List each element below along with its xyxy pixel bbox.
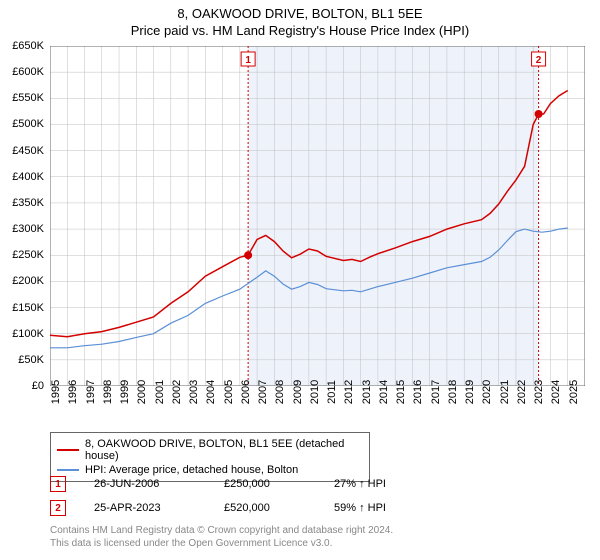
x-tick-label: 2004 (205, 380, 217, 404)
x-tick-label: 1995 (50, 380, 62, 404)
y-tick-label: £600K (12, 66, 44, 78)
sale-marker-badge: 1 (50, 476, 66, 492)
sale-date: 25-APR-2023 (94, 502, 224, 514)
x-tick-label: 2010 (309, 380, 321, 404)
legend-item: 8, OAKWOOD DRIVE, BOLTON, BL1 5EE (detac… (57, 437, 363, 463)
sale-row: 1 26-JUN-2006£250,00027% ↑ HPI (50, 476, 580, 492)
sale-price: £250,000 (224, 478, 334, 490)
x-tick-label: 2024 (550, 380, 562, 404)
legend-swatch (57, 469, 79, 471)
x-tick-label: 2008 (274, 380, 286, 404)
x-tick-label: 2020 (481, 380, 493, 404)
y-axis-labels: £0£50K£100K£150K£200K£250K£300K£350K£400… (0, 46, 48, 386)
x-tick-label: 2017 (430, 380, 442, 404)
y-tick-label: £400K (12, 171, 44, 183)
x-tick-label: 2015 (395, 380, 407, 404)
x-tick-label: 2012 (343, 380, 355, 404)
x-tick-label: 2019 (464, 380, 476, 404)
x-tick-label: 2013 (361, 380, 373, 404)
legend-box: 8, OAKWOOD DRIVE, BOLTON, BL1 5EE (detac… (50, 432, 370, 482)
y-tick-label: £650K (12, 40, 44, 52)
x-tick-label: 1999 (119, 380, 131, 404)
chart-container: 8, OAKWOOD DRIVE, BOLTON, BL1 5EE Price … (0, 0, 600, 560)
legend-label: 8, OAKWOOD DRIVE, BOLTON, BL1 5EE (detac… (85, 438, 363, 462)
sale-delta: 59% ↑ HPI (334, 502, 434, 514)
y-tick-label: £300K (12, 223, 44, 235)
x-tick-label: 2025 (568, 380, 580, 404)
x-tick-label: 2009 (292, 380, 304, 404)
title-sub: Price paid vs. HM Land Registry's House … (0, 23, 600, 38)
legend-swatch (57, 449, 79, 451)
x-tick-label: 2022 (516, 380, 528, 404)
y-tick-label: £0 (32, 380, 44, 392)
sale-row: 2 25-APR-2023£520,00059% ↑ HPI (50, 500, 580, 516)
x-tick-label: 2006 (240, 380, 252, 404)
x-tick-label: 2002 (171, 380, 183, 404)
y-tick-label: £100K (12, 328, 44, 340)
y-tick-label: £150K (12, 302, 44, 314)
footer-attribution: Contains HM Land Registry data © Crown c… (50, 524, 393, 550)
y-tick-label: £200K (12, 275, 44, 287)
x-tick-label: 1998 (102, 380, 114, 404)
chart-plot-area: 12 (50, 46, 585, 386)
title-block: 8, OAKWOOD DRIVE, BOLTON, BL1 5EE Price … (0, 0, 600, 38)
y-tick-label: £350K (12, 197, 44, 209)
sale-price: £520,000 (224, 502, 334, 514)
x-tick-label: 2021 (499, 380, 511, 404)
chart-svg: 12 (50, 46, 585, 386)
x-tick-label: 2023 (533, 380, 545, 404)
legend-label: HPI: Average price, detached house, Bolt… (85, 464, 298, 476)
x-tick-label: 2007 (257, 380, 269, 404)
x-tick-label: 2001 (154, 380, 166, 404)
x-tick-label: 2016 (412, 380, 424, 404)
sale-data-rows: 1 26-JUN-2006£250,00027% ↑ HPI 2 25-APR-202… (50, 476, 580, 524)
y-tick-label: £500K (12, 118, 44, 130)
svg-text:2: 2 (536, 55, 542, 66)
footer-line2: This data is licensed under the Open Gov… (50, 537, 393, 550)
sale-date: 26-JUN-2006 (94, 478, 224, 490)
x-axis-labels: 1995199619971998199920002001200220032004… (50, 390, 585, 430)
title-main: 8, OAKWOOD DRIVE, BOLTON, BL1 5EE (0, 6, 600, 21)
x-tick-label: 2014 (378, 380, 390, 404)
x-tick-label: 1997 (85, 380, 97, 404)
y-tick-label: £250K (12, 249, 44, 261)
x-tick-label: 2005 (223, 380, 235, 404)
sale-marker-badge: 2 (50, 500, 66, 516)
sale-delta: 27% ↑ HPI (334, 478, 434, 490)
y-tick-label: £450K (12, 145, 44, 157)
y-tick-label: £550K (12, 92, 44, 104)
x-tick-label: 2018 (447, 380, 459, 404)
x-tick-label: 2011 (326, 380, 338, 404)
x-tick-label: 2003 (188, 380, 200, 404)
legend-item: HPI: Average price, detached house, Bolt… (57, 463, 363, 477)
y-tick-label: £50K (18, 354, 44, 366)
x-tick-label: 1996 (67, 380, 79, 404)
x-tick-label: 2000 (136, 380, 148, 404)
svg-text:1: 1 (245, 55, 251, 66)
footer-line1: Contains HM Land Registry data © Crown c… (50, 524, 393, 537)
